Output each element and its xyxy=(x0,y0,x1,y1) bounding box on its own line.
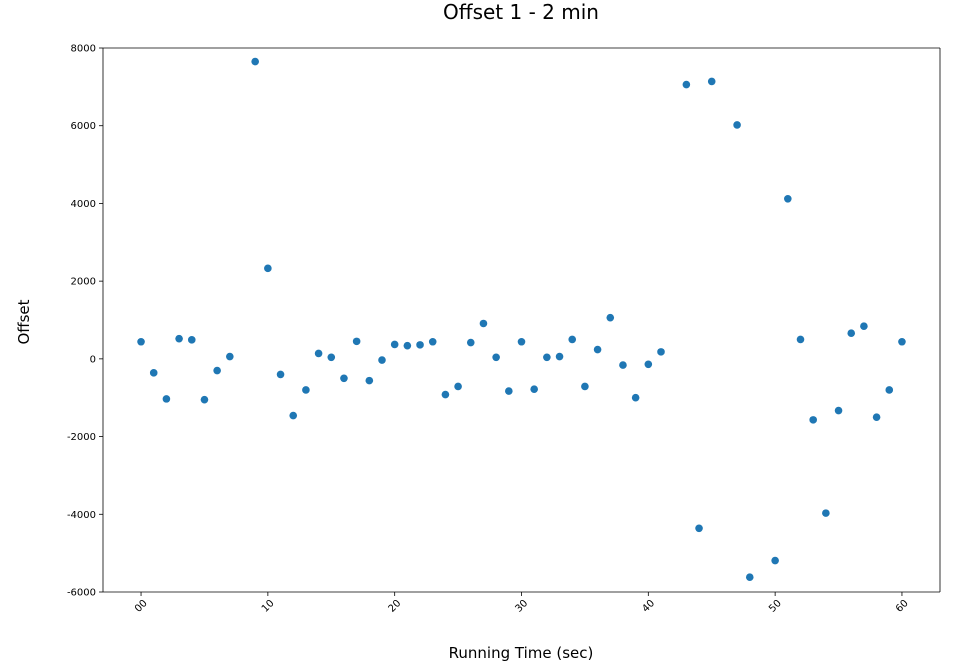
scatter-point xyxy=(784,194,792,203)
scatter-point xyxy=(898,337,906,346)
scatter-point xyxy=(809,416,817,424)
scatter-point xyxy=(162,395,171,403)
x-axis-label: Running Time (sec) xyxy=(449,644,594,662)
y-tick-label: 4000 xyxy=(71,199,96,210)
scatter-point xyxy=(568,335,577,344)
y-tick-label: -6000 xyxy=(67,588,96,599)
x-tick-label: 60 xyxy=(894,598,911,615)
x-tick-label: 40 xyxy=(640,598,657,615)
scatter-point xyxy=(314,349,323,358)
scatter-point xyxy=(619,361,627,369)
scatter-point xyxy=(200,395,209,404)
scatter-point xyxy=(847,329,856,338)
scatter-point xyxy=(860,322,868,331)
scatter-point xyxy=(631,393,640,402)
data-points xyxy=(137,57,906,582)
scatter-point xyxy=(175,334,183,343)
y-tick-label: 2000 xyxy=(71,277,96,288)
scatter-point xyxy=(555,352,564,361)
scatter-point xyxy=(289,411,298,420)
x-tick-label: 00 xyxy=(133,598,150,615)
y-tick-label: 0 xyxy=(90,354,96,365)
scatter-point xyxy=(479,319,488,328)
scatter-point xyxy=(822,509,830,517)
scatter-point xyxy=(644,360,653,369)
scatter-point xyxy=(276,370,285,379)
scatter-point xyxy=(352,337,361,346)
scatter-point xyxy=(530,385,538,393)
scatter-point xyxy=(834,406,843,415)
scatter-point xyxy=(187,336,196,344)
scatter-point xyxy=(872,413,881,421)
x-tick-label: 10 xyxy=(260,598,277,615)
scatter-point xyxy=(492,353,500,362)
scatter-point xyxy=(226,352,234,361)
scatter-point xyxy=(657,348,665,356)
scatter-point xyxy=(416,341,424,349)
scatter-point xyxy=(390,340,399,349)
scatter-point xyxy=(707,77,716,86)
x-tick-label: 20 xyxy=(387,598,404,615)
y-tick-label: -4000 xyxy=(67,510,96,521)
scatter-point xyxy=(327,353,336,362)
scatter-point xyxy=(796,335,805,344)
y-tick-label: 6000 xyxy=(71,121,96,132)
scatter-point xyxy=(606,313,615,322)
scatter-point xyxy=(365,376,374,385)
y-axis-ticks: -6000 -4000 -2000 0 2000 4000 6000 8000 xyxy=(67,44,103,599)
scatter-point xyxy=(581,382,589,391)
scatter-point xyxy=(517,337,526,346)
scatter-point xyxy=(543,353,551,362)
scatter-point xyxy=(733,121,741,129)
scatter-point xyxy=(340,374,348,383)
scatter-point xyxy=(593,345,602,354)
y-tick-label: 8000 xyxy=(71,44,96,55)
plot-area xyxy=(102,47,941,593)
scatter-point xyxy=(466,338,475,347)
scatter-point xyxy=(213,366,221,375)
scatter-point xyxy=(428,337,437,346)
scatter-point xyxy=(149,369,158,377)
scatter-point xyxy=(264,264,272,273)
chart-title: Offset 1 - 2 min xyxy=(443,0,599,24)
x-tick-label: 30 xyxy=(513,598,530,615)
scatter-point xyxy=(302,386,310,394)
scatter-point xyxy=(454,382,462,391)
scatter-point xyxy=(885,386,894,394)
scatter-point xyxy=(403,341,412,350)
scatter-point xyxy=(695,524,703,533)
x-tick-label: 50 xyxy=(767,598,784,615)
scatter-point xyxy=(505,387,513,395)
scatter-point xyxy=(251,57,259,66)
scatter-point xyxy=(378,356,386,364)
x-axis-ticks: 00 10 20 30 40 50 60 xyxy=(133,592,911,615)
scatter-point xyxy=(137,337,145,346)
scatter-point xyxy=(441,390,450,399)
y-tick-label: -2000 xyxy=(67,432,96,443)
scatter-point xyxy=(745,573,754,582)
scatter-point xyxy=(682,80,691,89)
y-axis-label: Offset xyxy=(15,299,33,344)
scatter-point xyxy=(771,556,779,565)
